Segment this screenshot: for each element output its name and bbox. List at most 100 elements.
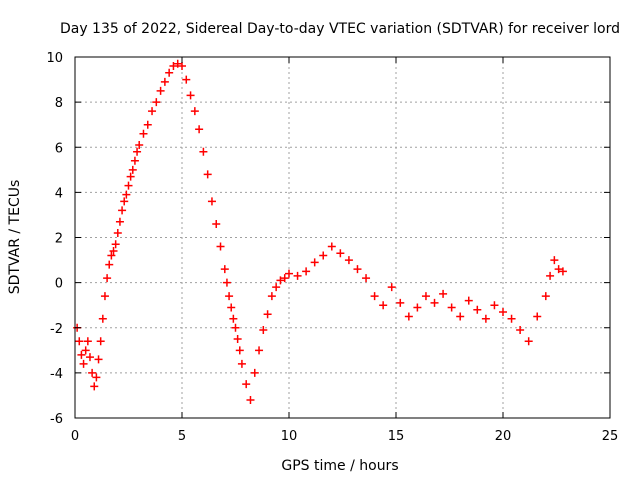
- y-tick-label: 4: [55, 186, 63, 201]
- data-point: [225, 292, 234, 301]
- data-point: [280, 274, 289, 283]
- data-point: [233, 335, 242, 344]
- data-point: [558, 267, 567, 276]
- data-point: [199, 147, 208, 156]
- data-point: [541, 292, 550, 301]
- data-point: [490, 301, 499, 310]
- data-point: [302, 267, 311, 276]
- data-point: [546, 271, 555, 280]
- data-point: [122, 190, 131, 199]
- data-point: [533, 312, 542, 321]
- data-point: [169, 62, 178, 71]
- data-point: [88, 368, 97, 377]
- data-point: [79, 359, 88, 368]
- data-point: [113, 228, 122, 237]
- data-point: [77, 350, 86, 359]
- chart-title: Day 135 of 2022, Sidereal Day-to-day VTE…: [60, 21, 620, 37]
- x-tick-label: 20: [495, 429, 512, 444]
- data-point: [222, 278, 231, 287]
- data-point: [212, 219, 221, 228]
- data-point: [85, 353, 94, 362]
- data-point: [107, 251, 116, 260]
- x-tick-label: 15: [388, 429, 405, 444]
- data-point: [263, 310, 272, 319]
- data-point: [105, 260, 114, 269]
- data-point: [379, 301, 388, 310]
- y-tick-label: -6: [50, 412, 63, 427]
- data-point: [139, 129, 148, 138]
- data-point: [327, 242, 336, 251]
- data-point: [75, 337, 84, 346]
- data-point: [81, 346, 90, 355]
- data-point: [96, 337, 105, 346]
- data-point: [173, 59, 182, 68]
- data-point: [109, 247, 118, 256]
- data-point: [550, 256, 559, 265]
- x-tick-label: 0: [71, 429, 79, 444]
- data-point: [124, 181, 133, 190]
- data-point: [336, 249, 345, 258]
- data-point: [120, 197, 129, 206]
- data-point: [98, 314, 107, 323]
- data-point: [195, 125, 204, 134]
- data-point: [216, 242, 225, 251]
- y-axis-label: SDTVAR / TECUs: [7, 180, 23, 295]
- axis-ticks: 0 5 10 15 20 25 -6 -4 -2 0 2 4 6 8 10: [46, 51, 618, 444]
- data-point: [250, 368, 259, 377]
- data-point: [344, 256, 353, 265]
- data-point: [507, 314, 516, 323]
- data-point: [554, 265, 563, 274]
- data-point: [128, 165, 137, 174]
- data-point: [165, 68, 174, 77]
- data-point: [103, 274, 112, 283]
- data-point: [456, 312, 465, 321]
- data-point: [413, 303, 422, 312]
- data-point: [160, 77, 169, 86]
- data-point: [94, 355, 103, 364]
- data-point: [499, 307, 507, 316]
- data-point: [133, 147, 142, 156]
- y-tick-label: 2: [55, 232, 63, 247]
- data-points: [73, 59, 567, 404]
- data-point: [242, 380, 251, 389]
- data-point: [272, 283, 281, 292]
- data-point: [190, 107, 199, 116]
- data-point: [285, 269, 293, 278]
- data-point: [267, 292, 276, 301]
- data-point: [362, 274, 371, 283]
- data-point: [227, 303, 236, 312]
- data-point: [255, 346, 264, 355]
- data-point: [387, 283, 396, 292]
- data-point: [246, 395, 255, 404]
- data-point: [90, 382, 99, 391]
- data-point: [178, 62, 186, 71]
- x-tick-label: 5: [178, 429, 186, 444]
- y-tick-label: 6: [55, 141, 63, 156]
- data-point: [353, 265, 362, 274]
- data-point: [235, 346, 244, 355]
- y-tick-label: 10: [46, 51, 63, 66]
- data-point: [229, 314, 238, 323]
- data-point: [182, 75, 191, 84]
- y-tick-label: -2: [50, 322, 63, 337]
- data-point: [481, 314, 490, 323]
- data-point: [148, 107, 157, 116]
- x-tick-label: 10: [281, 429, 298, 444]
- data-point: [115, 217, 124, 226]
- data-point: [421, 292, 430, 301]
- data-point: [152, 98, 161, 107]
- data-point: [92, 373, 101, 382]
- data-point: [237, 359, 246, 368]
- data-point: [111, 240, 120, 249]
- data-point: [220, 265, 229, 274]
- data-point: [319, 251, 328, 260]
- y-tick-label: -4: [50, 367, 63, 382]
- data-point: [524, 337, 533, 346]
- data-point: [118, 206, 127, 215]
- data-point: [186, 91, 195, 100]
- x-tick-label: 25: [602, 429, 619, 444]
- y-tick-label: 0: [55, 277, 63, 292]
- data-point: [310, 258, 319, 267]
- x-axis-label: GPS time / hours: [281, 458, 398, 474]
- data-point: [100, 292, 109, 301]
